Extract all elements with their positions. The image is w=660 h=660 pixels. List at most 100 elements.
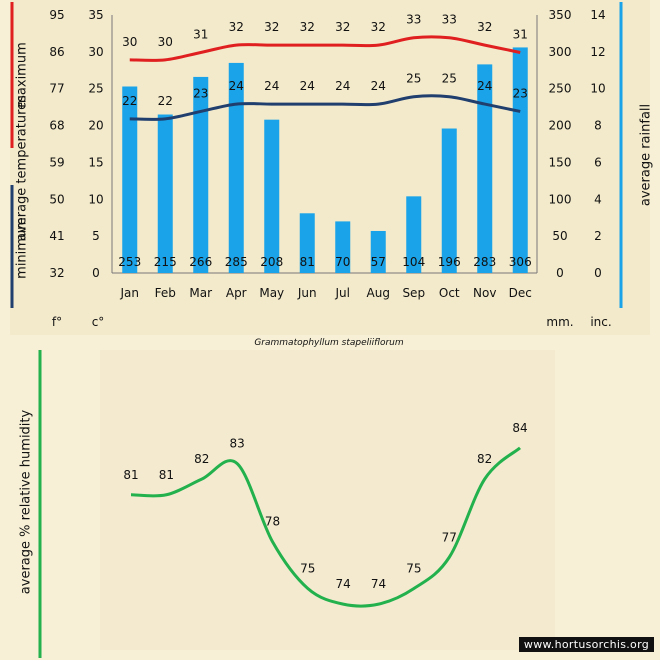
- rainfall-value-label: 306: [509, 255, 532, 269]
- humidity-value-label: 82: [477, 452, 492, 466]
- humidity-value-label: 83: [229, 437, 244, 451]
- max-temp-axis-title: maximum: [15, 42, 30, 108]
- tick-label-mm: 0: [556, 266, 564, 280]
- tick-label-inc: 14: [590, 8, 605, 22]
- tick-label-c: 10: [88, 192, 103, 206]
- tick-label-c: 25: [88, 82, 103, 96]
- min-temp-label: 24: [264, 79, 279, 93]
- max-temp-label: 32: [335, 20, 350, 34]
- tick-label-c: 35: [88, 8, 103, 22]
- rainfall-bar: [299, 213, 315, 273]
- tick-label-f: 77: [49, 82, 64, 96]
- humidity-value-label: 75: [406, 562, 421, 576]
- tick-label-c: 5: [92, 229, 100, 243]
- rainfall-value-label: 208: [260, 255, 283, 269]
- humidity-value-label: 74: [336, 577, 351, 591]
- max-temp-label: 31: [193, 27, 208, 41]
- month-label: Feb: [155, 286, 176, 300]
- axis-lines: [111, 15, 538, 274]
- rainfall-bar: [264, 119, 280, 273]
- min-temp-label: 25: [442, 72, 457, 86]
- rainfall-bar: [193, 76, 209, 273]
- max-temp-label: 30: [158, 35, 173, 49]
- min-temp-label: 23: [513, 86, 528, 100]
- min-temp-axis-title: minimum: [15, 217, 30, 279]
- max-temp-label: 32: [477, 20, 492, 34]
- rainfall-bar: [335, 221, 351, 273]
- max-temp-line: [129, 35, 521, 62]
- tick-label-inc: 10: [590, 82, 605, 96]
- rainfall-bar: [122, 86, 138, 273]
- rainfall-value-label: 57: [371, 255, 386, 269]
- tick-label-f: 68: [49, 119, 64, 133]
- rainfall-value-label: 196: [438, 255, 461, 269]
- min-temp-label: 24: [300, 79, 315, 93]
- source-credit: www.hortusorchis.org: [518, 637, 654, 652]
- unit-label-mm: mm.: [546, 315, 573, 329]
- data-labels: 253 215 266 285 208 81 70 57 104 196 283 306 30 30 31 3…: [118, 13, 531, 269]
- top-chart-panel: [10, 0, 650, 335]
- humidity-value-label: 81: [123, 468, 138, 482]
- temperature-lines: [129, 35, 521, 121]
- min-temp-label: 23: [193, 86, 208, 100]
- rainfall-bar: [477, 64, 493, 273]
- tick-label-c: 0: [92, 266, 100, 280]
- tick-label-f: 86: [49, 45, 64, 59]
- rainfall-value-label: 81: [300, 255, 315, 269]
- tick-label-c: 30: [88, 45, 103, 59]
- month-label: Sep: [402, 286, 425, 300]
- tick-label-mm: 250: [549, 82, 572, 96]
- min-temp-label: 24: [335, 79, 350, 93]
- min-temp-label: 24: [229, 79, 244, 93]
- rainfall-bar: [157, 114, 173, 273]
- rainfall-value-label: 104: [402, 255, 425, 269]
- tick-label-mm: 300: [549, 45, 572, 59]
- tick-label-f: 32: [49, 266, 64, 280]
- tick-label-f: 95: [49, 8, 64, 22]
- rainfall-axis-title: average rainfall: [639, 104, 654, 206]
- max-temp-label: 32: [229, 20, 244, 34]
- max-temp-label: 31: [513, 27, 528, 41]
- min-temp-label: 24: [371, 79, 386, 93]
- unit-label-f: f°: [52, 315, 62, 329]
- rainfall-value-label: 266: [189, 255, 212, 269]
- tick-label-f: 41: [49, 229, 64, 243]
- month-label: Jun: [297, 286, 317, 300]
- tick-label-c: 15: [88, 155, 103, 169]
- tick-label-mm: 200: [549, 119, 572, 133]
- rainfall-value-label: 253: [118, 255, 141, 269]
- humidity-line: [130, 446, 521, 608]
- min-temp-label: 22: [158, 94, 173, 108]
- humidity-value-label: 81: [159, 468, 174, 482]
- min-temp-label: 25: [406, 72, 421, 86]
- max-temp-label: 32: [371, 20, 386, 34]
- max-temp-label: 32: [300, 20, 315, 34]
- tick-label-inc: 4: [594, 192, 602, 206]
- humidity-axis-title: average % relative humidity: [19, 409, 34, 594]
- tick-label-mm: 350: [549, 8, 572, 22]
- month-label: Jul: [335, 286, 350, 300]
- chart-title: Grammatophyllum stapeliiflorum: [254, 338, 404, 348]
- rainfall-value-label: 215: [154, 255, 177, 269]
- max-temp-label: 33: [406, 13, 421, 27]
- rainfall-value-label: 285: [225, 255, 248, 269]
- month-label: Aug: [367, 286, 390, 300]
- tick-label-inc: 2: [594, 229, 602, 243]
- min-temp-label: 22: [122, 94, 137, 108]
- avg-temp-axis-title: average temperatures: [15, 95, 30, 241]
- humidity-series: 81 81 82 83 78 75 74 74 75 77 82 84: [123, 421, 528, 608]
- month-label: Dec: [509, 286, 532, 300]
- humidity-value-label: 78: [265, 515, 280, 529]
- month-label: Apr: [226, 286, 247, 300]
- rainfall-value-label: 283: [473, 255, 496, 269]
- tick-label-f: 50: [49, 192, 64, 206]
- month-label: May: [259, 286, 284, 300]
- humidity-value-label: 77: [442, 530, 457, 544]
- max-temp-label: 32: [264, 20, 279, 34]
- tick-label-inc: 12: [590, 45, 605, 59]
- humidity-value-label: 75: [300, 562, 315, 576]
- humidity-value-label: 82: [194, 452, 209, 466]
- month-label: Nov: [473, 286, 496, 300]
